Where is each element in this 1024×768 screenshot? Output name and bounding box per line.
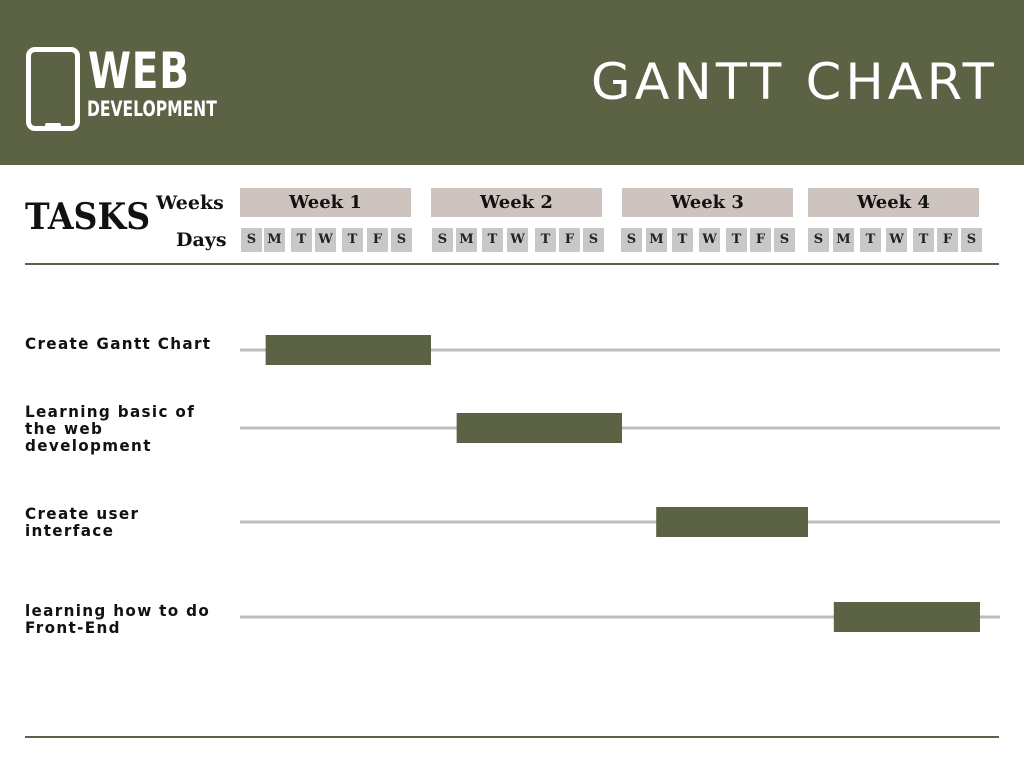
week-header: Week 3 [622, 188, 793, 217]
day-cell: T [291, 228, 312, 252]
day-cell: F [937, 228, 958, 252]
day-cell: M [646, 228, 667, 252]
task-bar [833, 602, 980, 632]
day-cell: T [672, 228, 693, 252]
day-cell: T [342, 228, 363, 252]
header-banner: WEB DEVELOPMENT GANTT CHART [0, 0, 1024, 165]
task-bar [265, 335, 431, 365]
task-bar [656, 507, 808, 537]
smartphone-icon [26, 47, 80, 131]
day-cell: F [559, 228, 580, 252]
day-cell: T [726, 228, 747, 252]
day-cell: S [391, 228, 412, 252]
day-cell: T [535, 228, 556, 252]
task-label: Learning basic of the web development [25, 402, 196, 455]
weeks-row-label: Weeks [156, 192, 224, 214]
footer-divider [25, 736, 999, 738]
day-cell: T [913, 228, 934, 252]
days-row-label: Days [176, 229, 227, 251]
task-bar [456, 413, 622, 443]
day-cell: M [456, 228, 477, 252]
week-header: Week 1 [240, 188, 411, 217]
day-cell: W [507, 228, 528, 252]
day-cell: T [860, 228, 881, 252]
week-header: Week 2 [431, 188, 602, 217]
day-cell: S [774, 228, 795, 252]
day-cell: W [886, 228, 907, 252]
day-cell: F [367, 228, 388, 252]
day-cell: S [241, 228, 262, 252]
day-cell: S [583, 228, 604, 252]
week-header: Week 4 [808, 188, 979, 217]
day-cell: F [750, 228, 771, 252]
header-divider [25, 263, 999, 265]
day-cell: W [315, 228, 336, 252]
page-title: GANTT CHART [591, 53, 998, 111]
day-cell: S [961, 228, 982, 252]
day-cell: S [808, 228, 829, 252]
day-cell: W [699, 228, 720, 252]
logo-text-development: DEVELOPMENT [87, 97, 217, 121]
task-label: Create user interface [25, 504, 140, 540]
task-label: learning how to do Front-End [25, 601, 211, 637]
day-cell: S [621, 228, 642, 252]
task-label: Create Gantt Chart [25, 334, 212, 353]
day-cell: T [482, 228, 503, 252]
day-cell: M [264, 228, 285, 252]
day-cell: M [833, 228, 854, 252]
day-cell: S [432, 228, 453, 252]
logo-text-web: WEB [88, 42, 190, 100]
tasks-heading: TASKS [25, 196, 151, 238]
